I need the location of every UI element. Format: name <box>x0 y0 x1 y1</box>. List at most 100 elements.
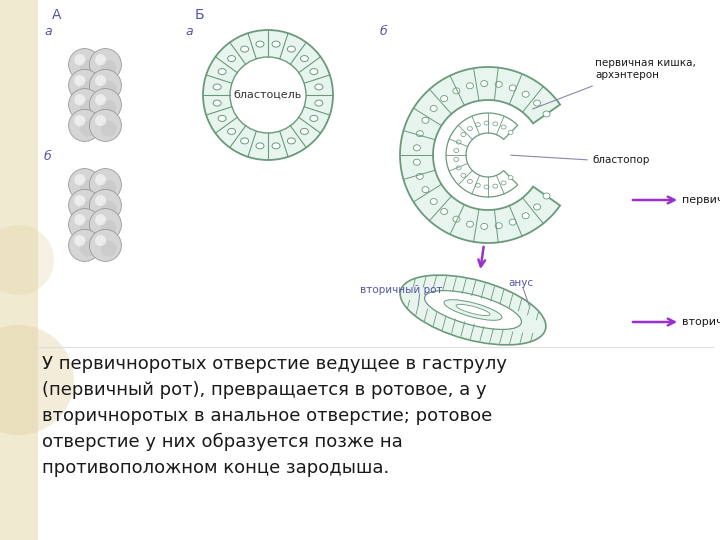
Ellipse shape <box>213 100 221 106</box>
Ellipse shape <box>453 216 460 222</box>
Circle shape <box>95 174 107 185</box>
Ellipse shape <box>300 56 308 62</box>
Circle shape <box>74 174 86 185</box>
Circle shape <box>95 54 107 65</box>
Circle shape <box>74 75 86 86</box>
Ellipse shape <box>461 132 466 137</box>
Ellipse shape <box>310 116 318 122</box>
Circle shape <box>74 54 86 65</box>
Circle shape <box>80 60 96 76</box>
Circle shape <box>89 110 122 141</box>
Text: А: А <box>52 8 61 22</box>
Text: У первичноротых отверстие ведущее в гаструлу: У первичноротых отверстие ведущее в гаст… <box>42 355 507 373</box>
Circle shape <box>101 200 117 217</box>
Circle shape <box>80 100 96 116</box>
Ellipse shape <box>240 138 248 144</box>
Ellipse shape <box>425 291 521 329</box>
Polygon shape <box>446 113 518 197</box>
Circle shape <box>95 94 107 105</box>
Ellipse shape <box>444 300 502 320</box>
Ellipse shape <box>509 85 516 91</box>
Ellipse shape <box>453 88 460 94</box>
Ellipse shape <box>484 185 489 189</box>
Circle shape <box>80 220 96 236</box>
Ellipse shape <box>256 41 264 47</box>
Circle shape <box>89 208 122 241</box>
Ellipse shape <box>240 46 248 52</box>
Ellipse shape <box>481 224 487 230</box>
Ellipse shape <box>315 100 323 106</box>
Circle shape <box>0 325 74 435</box>
Ellipse shape <box>413 159 420 165</box>
Circle shape <box>95 195 107 206</box>
Ellipse shape <box>456 305 490 316</box>
Ellipse shape <box>484 121 489 125</box>
Ellipse shape <box>492 184 498 188</box>
Ellipse shape <box>495 82 502 87</box>
Ellipse shape <box>272 143 280 149</box>
Circle shape <box>95 214 107 225</box>
Ellipse shape <box>456 166 462 170</box>
Ellipse shape <box>467 179 472 184</box>
Ellipse shape <box>495 222 502 229</box>
Circle shape <box>68 208 101 241</box>
Ellipse shape <box>522 213 529 219</box>
Ellipse shape <box>256 143 264 149</box>
Text: а: а <box>44 25 52 38</box>
Ellipse shape <box>287 46 295 52</box>
Ellipse shape <box>310 69 318 75</box>
Ellipse shape <box>467 221 474 227</box>
Text: вторичный рот: вторичный рот <box>360 285 443 295</box>
Ellipse shape <box>416 131 423 137</box>
Ellipse shape <box>467 83 474 89</box>
Circle shape <box>68 70 101 102</box>
Circle shape <box>230 57 306 133</box>
Ellipse shape <box>454 158 459 161</box>
Ellipse shape <box>431 199 437 205</box>
Ellipse shape <box>441 208 448 214</box>
Text: первичноротые: первичноротые <box>682 195 720 205</box>
Circle shape <box>95 235 107 246</box>
Circle shape <box>101 80 117 97</box>
Circle shape <box>68 168 101 200</box>
Ellipse shape <box>218 116 226 122</box>
Circle shape <box>203 30 333 160</box>
Circle shape <box>0 225 54 295</box>
Text: вторичноротые: вторичноротые <box>682 317 720 327</box>
Ellipse shape <box>456 140 462 144</box>
Circle shape <box>101 220 117 236</box>
Ellipse shape <box>228 129 235 134</box>
Ellipse shape <box>300 129 308 134</box>
Circle shape <box>101 241 117 256</box>
Ellipse shape <box>509 219 516 225</box>
Ellipse shape <box>218 69 226 75</box>
Text: противоположном конце зародыша.: противоположном конце зародыша. <box>42 459 390 477</box>
Circle shape <box>80 241 96 256</box>
Circle shape <box>74 94 86 105</box>
Text: (первичный рот), превращается в ротовое, а у: (первичный рот), превращается в ротовое,… <box>42 381 487 399</box>
Ellipse shape <box>422 117 429 123</box>
Ellipse shape <box>422 187 429 193</box>
Text: а: а <box>185 25 193 38</box>
Ellipse shape <box>315 84 323 90</box>
Circle shape <box>89 230 122 261</box>
Ellipse shape <box>461 173 466 178</box>
Text: б: б <box>380 25 388 38</box>
Polygon shape <box>400 67 560 243</box>
Text: бластопор: бластопор <box>592 155 649 165</box>
Circle shape <box>101 100 117 116</box>
Circle shape <box>89 49 122 80</box>
Circle shape <box>95 75 107 86</box>
Ellipse shape <box>454 148 459 153</box>
Text: вторичноротых в анальное отверстие; ротовое: вторичноротых в анальное отверстие; рото… <box>42 407 492 425</box>
Circle shape <box>68 110 101 141</box>
Circle shape <box>80 180 96 196</box>
Ellipse shape <box>481 80 487 86</box>
Circle shape <box>89 168 122 200</box>
Circle shape <box>89 70 122 102</box>
Circle shape <box>80 80 96 97</box>
Text: бластоцель: бластоцель <box>234 90 302 100</box>
Ellipse shape <box>492 122 498 126</box>
Circle shape <box>68 190 101 221</box>
Circle shape <box>74 195 86 206</box>
